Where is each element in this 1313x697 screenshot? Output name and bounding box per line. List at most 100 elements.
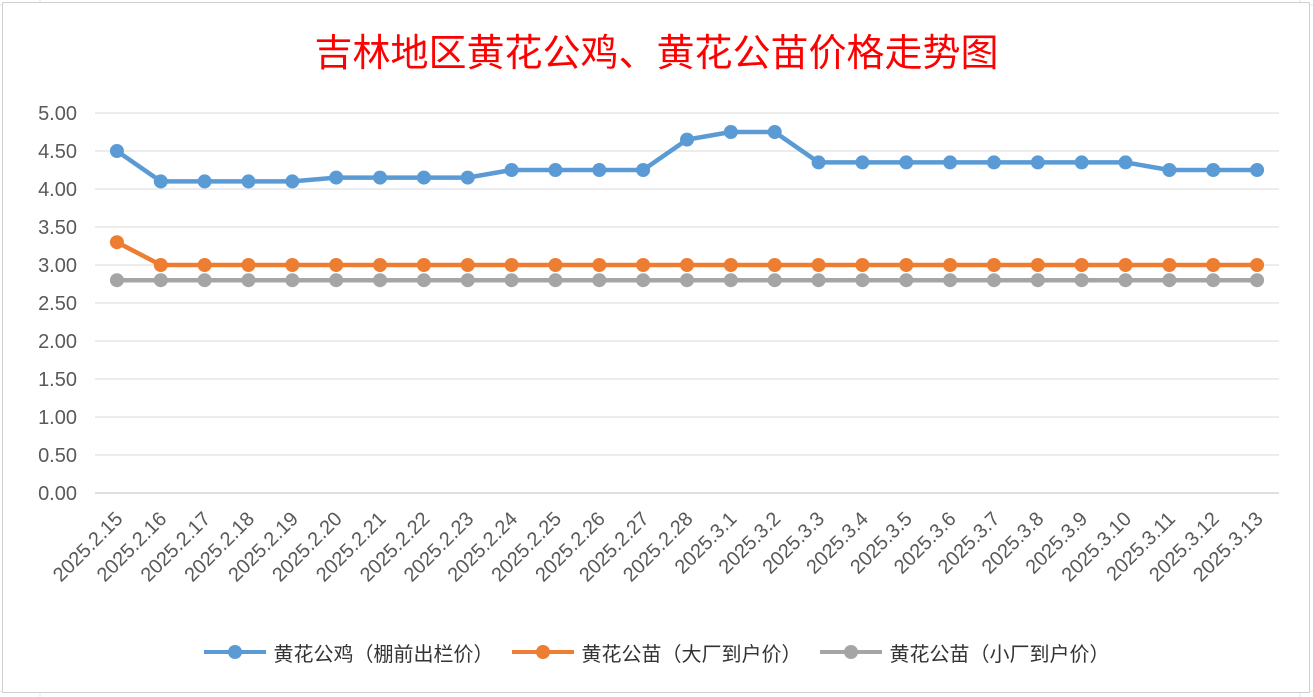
data-point[interactable]	[548, 163, 563, 177]
data-point[interactable]	[109, 273, 124, 288]
data-point[interactable]	[1074, 155, 1089, 170]
y-tick-label: 1.50	[38, 369, 77, 391]
legend-marker-series-2	[511, 645, 574, 659]
data-point[interactable]	[899, 273, 914, 288]
data-point[interactable]	[986, 273, 1001, 288]
data-point[interactable]	[1162, 258, 1177, 272]
data-point[interactable]	[504, 163, 519, 177]
data-point[interactable]	[460, 170, 475, 185]
data-point[interactable]	[548, 273, 563, 288]
legend-item-series-3[interactable]: 黄花公苗（小厂到户价）	[819, 638, 1110, 667]
data-point[interactable]	[109, 235, 124, 250]
data-point[interactable]	[592, 273, 607, 288]
data-point[interactable]	[416, 258, 431, 272]
legend-label-series-2: 黄花公苗（大厂到户价）	[581, 641, 802, 666]
data-point[interactable]	[767, 258, 782, 272]
legend-item-series-2[interactable]: 黄花公苗（大厂到户价）	[511, 638, 802, 667]
data-point[interactable]	[504, 273, 519, 288]
data-point[interactable]	[373, 170, 388, 185]
data-point[interactable]	[504, 258, 519, 272]
data-point[interactable]	[723, 273, 738, 288]
data-point[interactable]	[329, 273, 344, 288]
data-point[interactable]	[1118, 155, 1133, 170]
data-point[interactable]	[241, 174, 256, 189]
data-point[interactable]	[1074, 273, 1089, 288]
data-point[interactable]	[811, 155, 826, 170]
data-point[interactable]	[153, 273, 168, 288]
data-point[interactable]	[767, 273, 782, 288]
data-point[interactable]	[680, 273, 694, 288]
y-tick-label: 0.50	[38, 445, 77, 467]
data-point[interactable]	[592, 163, 607, 177]
data-point[interactable]	[460, 258, 475, 272]
data-point[interactable]	[285, 258, 300, 272]
data-point[interactable]	[855, 258, 870, 272]
data-point[interactable]	[1030, 155, 1045, 170]
data-point[interactable]	[943, 258, 958, 272]
data-point[interactable]	[460, 273, 475, 288]
data-point[interactable]	[373, 273, 388, 288]
data-point[interactable]	[285, 174, 300, 189]
data-point[interactable]	[986, 155, 1001, 170]
data-point[interactable]	[811, 258, 826, 272]
data-point[interactable]	[636, 163, 651, 177]
data-point[interactable]	[1030, 273, 1045, 288]
data-point[interactable]	[1118, 258, 1133, 272]
data-point[interactable]	[723, 125, 738, 139]
data-point[interactable]	[197, 273, 212, 288]
data-point[interactable]	[1250, 273, 1265, 288]
data-point[interactable]	[1206, 273, 1221, 288]
data-point[interactable]	[1206, 163, 1221, 177]
data-point[interactable]	[899, 155, 914, 170]
legend-marker-series-3	[819, 645, 882, 659]
data-point[interactable]	[811, 273, 826, 288]
data-point[interactable]	[986, 258, 1001, 272]
data-point[interactable]	[1162, 273, 1177, 288]
data-point[interactable]	[416, 170, 431, 185]
data-point[interactable]	[636, 273, 651, 288]
data-point[interactable]	[1118, 273, 1133, 288]
data-point[interactable]	[109, 144, 124, 158]
data-point[interactable]	[855, 155, 870, 170]
data-point[interactable]	[943, 273, 958, 288]
data-point[interactable]	[197, 258, 212, 272]
y-tick-label: 2.00	[38, 331, 77, 353]
data-point[interactable]	[592, 258, 607, 272]
data-point[interactable]	[680, 258, 694, 272]
data-point[interactable]	[680, 132, 694, 147]
data-point[interactable]	[329, 170, 344, 185]
data-point[interactable]	[285, 273, 300, 288]
legend-label-series-1: 黄花公鸡（棚前出栏价）	[273, 641, 494, 666]
data-point[interactable]	[1162, 163, 1177, 177]
y-tick-label: 2.50	[38, 293, 77, 315]
data-point[interactable]	[373, 258, 388, 272]
data-point[interactable]	[636, 258, 651, 272]
data-point[interactable]	[548, 258, 563, 272]
data-point[interactable]	[1206, 258, 1221, 272]
data-point[interactable]	[153, 174, 168, 189]
data-point[interactable]	[416, 273, 431, 288]
legend-label-series-3: 黄花公苗（小厂到户价）	[889, 641, 1110, 666]
series-3[interactable]	[109, 273, 1265, 288]
legend-item-series-1[interactable]: 黄花公鸡（棚前出栏价）	[203, 638, 494, 667]
data-point[interactable]	[767, 125, 782, 139]
data-point[interactable]	[153, 258, 168, 272]
data-point[interactable]	[1250, 163, 1265, 177]
data-point[interactable]	[723, 258, 738, 272]
legend-marker-series-1	[203, 645, 266, 659]
data-point[interactable]	[899, 258, 914, 272]
data-point[interactable]	[855, 273, 870, 288]
data-point[interactable]	[1074, 258, 1089, 272]
data-point[interactable]	[943, 155, 958, 170]
data-point[interactable]	[241, 273, 256, 288]
data-point[interactable]	[1250, 258, 1265, 272]
data-point[interactable]	[241, 258, 256, 272]
series-1[interactable]	[109, 125, 1265, 189]
data-point[interactable]	[1030, 258, 1045, 272]
data-point[interactable]	[329, 258, 344, 272]
series-2[interactable]	[109, 235, 1265, 272]
data-point[interactable]	[197, 174, 212, 189]
